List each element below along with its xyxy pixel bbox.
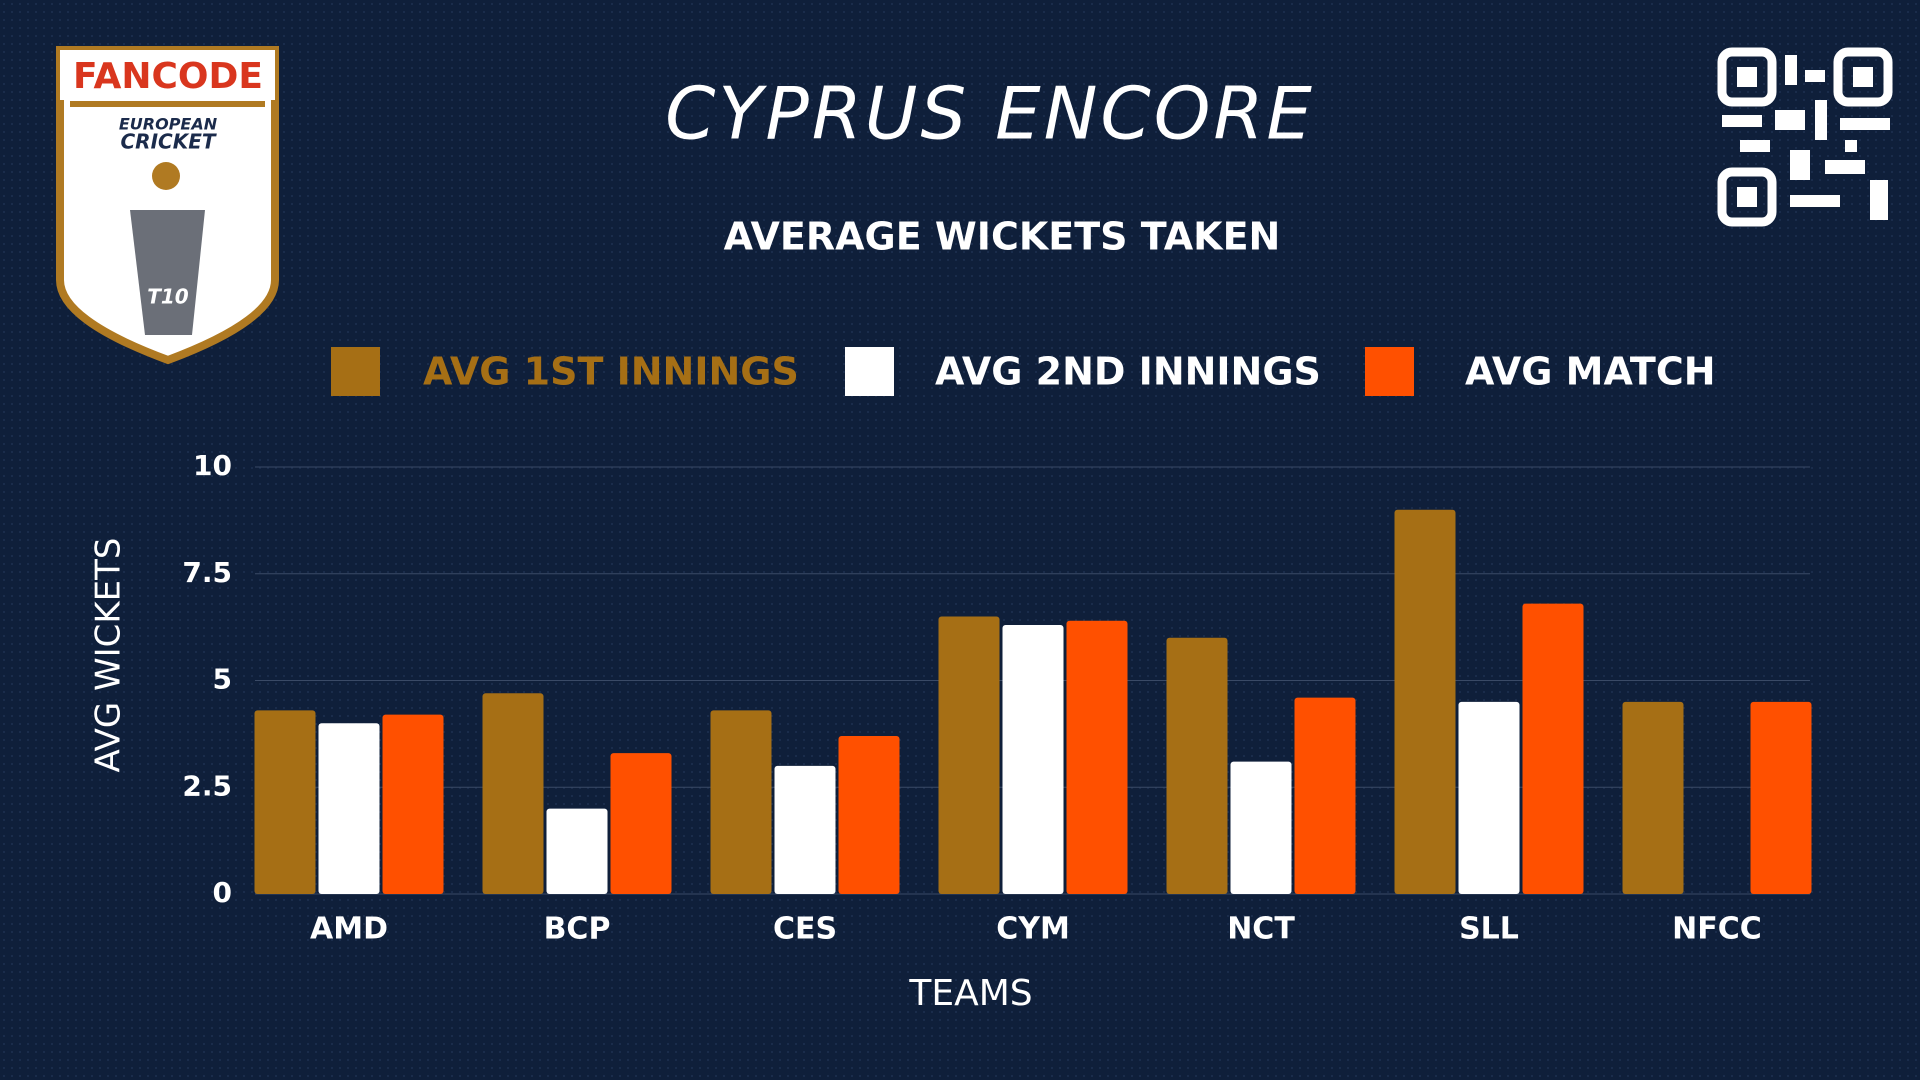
legend-label: AVG MATCH — [1465, 350, 1716, 394]
bar — [382, 714, 444, 894]
bar — [318, 723, 380, 894]
x-tick-label: CES — [773, 912, 837, 947]
y-tick-label: 5 — [213, 663, 232, 696]
logo: FANCODE EUROPEAN CRICKET T10 — [56, 46, 279, 365]
x-tick-label: BCP — [544, 912, 611, 947]
bar — [710, 710, 772, 894]
legend-label: AVG 2ND INNINGS — [935, 350, 1321, 394]
x-tick-label: CYM — [996, 912, 1070, 947]
bar — [1230, 761, 1292, 894]
bar — [1294, 697, 1356, 894]
x-tick-label: AMD — [310, 912, 388, 947]
logo-brand: FANCODE — [73, 56, 263, 97]
bar — [1002, 624, 1064, 894]
y-tick-label: 10 — [193, 449, 232, 482]
bar — [1522, 603, 1584, 894]
chart-title: CYPRUS ENCORE — [665, 72, 1315, 156]
bar — [938, 616, 1000, 894]
bar — [1394, 509, 1456, 894]
legend-swatch — [331, 347, 380, 396]
y-tick-label: 0 — [213, 876, 232, 909]
bar — [1166, 637, 1228, 894]
logo-line2: CRICKET — [121, 130, 217, 154]
bar — [254, 710, 316, 894]
bar — [610, 753, 672, 894]
y-tick-label: 2.5 — [182, 769, 232, 802]
bar — [1458, 701, 1520, 894]
logo-badge: T10 — [147, 285, 189, 309]
chart-subtitle: AVERAGE WICKETS TAKEN — [724, 215, 1281, 259]
y-axis-label: AVG WICKETS — [89, 537, 129, 772]
bar — [482, 693, 544, 894]
legend-swatch — [845, 347, 894, 396]
bar — [1622, 701, 1684, 894]
x-tick-label: SLL — [1459, 912, 1519, 947]
bar — [1066, 620, 1128, 894]
legend-swatch — [1365, 347, 1414, 396]
y-tick-label: 7.5 — [182, 556, 232, 589]
qr-code — [1717, 47, 1893, 227]
bar — [774, 765, 836, 894]
x-tick-label: NFCC — [1672, 912, 1762, 947]
bar — [546, 808, 608, 894]
logo-line1: EUROPEAN — [119, 115, 218, 134]
x-tick-label: NCT — [1227, 912, 1295, 947]
x-axis-label: TEAMS — [908, 973, 1032, 1014]
bar — [838, 736, 900, 894]
bar — [1750, 701, 1812, 894]
legend-label: AVG 1ST INNINGS — [423, 350, 799, 394]
